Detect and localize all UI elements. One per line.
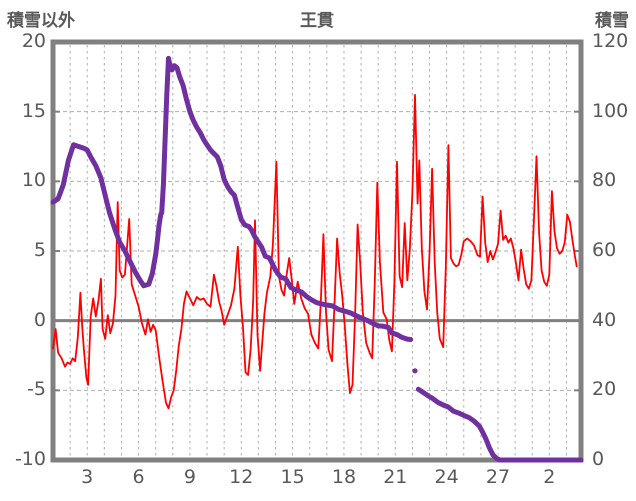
x-axis-tick-label: 15 (280, 466, 305, 488)
x-axis-tick-label: 18 (331, 466, 357, 488)
x-axis-tick-label: 2 (543, 466, 556, 488)
x-axis-tick-label: 24 (434, 466, 459, 488)
chart-title: 王貫 (300, 11, 334, 31)
right-axis-tick-label: 60 (592, 239, 617, 261)
right-axis-tick-label: 120 (592, 30, 629, 52)
x-axis-tick-label: 27 (485, 466, 511, 488)
right-axis-tick-label: 40 (592, 308, 617, 331)
x-axis-tick-label: 21 (383, 466, 408, 488)
left-axis-tick-label: 20 (21, 30, 46, 52)
right-axis-title: 積雪 (595, 11, 629, 31)
x-axis-tick-label: 9 (183, 466, 196, 488)
x-axis-tick-label: 12 (229, 466, 254, 488)
left-axis-tick-label: -5 (27, 378, 46, 401)
x-axis-tick-label: 6 (132, 466, 145, 488)
left-axis-tick-label: -10 (14, 448, 46, 470)
right-axis-tick-label: 80 (592, 169, 617, 192)
right-axis-tick-label: 0 (592, 448, 605, 470)
left-axis-tick-label: 0 (33, 308, 46, 331)
right-axis-tick-label: 100 (592, 99, 629, 122)
left-axis-tick-label: 15 (21, 99, 46, 122)
left-axis-tick-label: 10 (21, 169, 46, 192)
snow-depth-point (412, 368, 418, 374)
snow-depth-line (415, 386, 584, 463)
plot-border (50, 39, 584, 463)
left-axis-title: 積雪以外 (7, 11, 75, 31)
snow-depth-line (50, 55, 414, 342)
x-axis-tick-label: 3 (81, 466, 94, 488)
temperature-line (52, 94, 578, 410)
right-axis-tick-label: 20 (592, 378, 617, 401)
left-axis-tick-label: 5 (33, 239, 46, 261)
